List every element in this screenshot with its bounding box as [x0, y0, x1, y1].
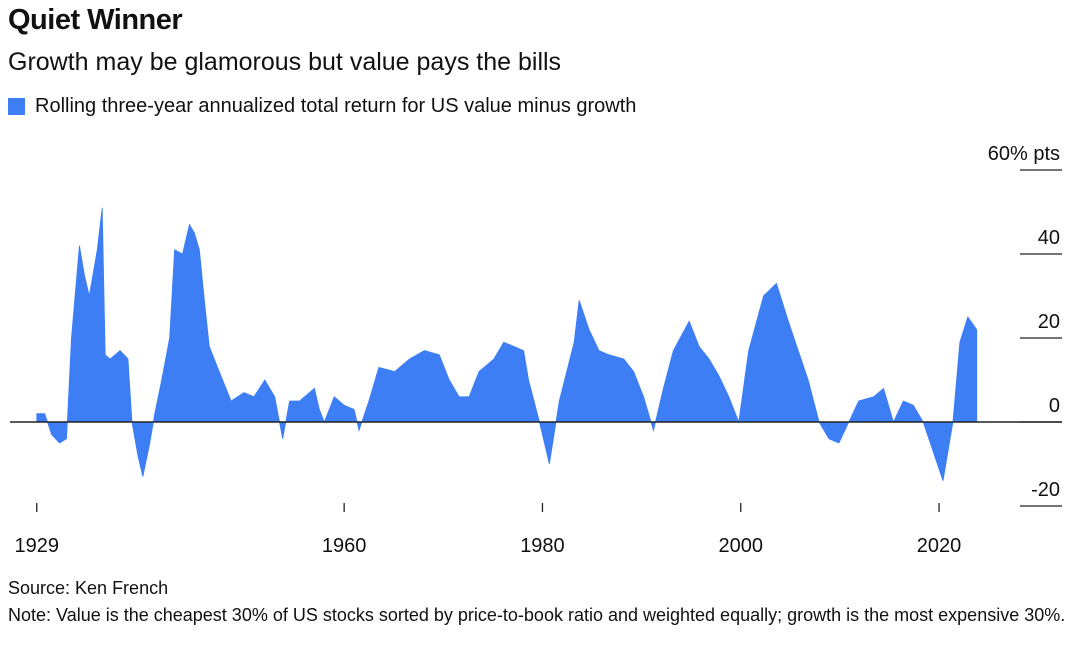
y-tick-label: 60% pts — [988, 143, 1060, 165]
chart-title: Quiet Winner — [8, 4, 183, 36]
x-tick-label: 2000 — [718, 535, 763, 557]
x-tick-label: 1980 — [520, 535, 565, 557]
y-tick-label: 40 — [1038, 227, 1060, 249]
y-tick-label: -20 — [1031, 479, 1060, 501]
source: Source: Ken French — [8, 578, 169, 598]
chart: 60% pts 40 20 0 -20 1929 1960 1980 2000 2020 — [10, 143, 1062, 557]
area — [36, 207, 978, 481]
chart-subtitle: Growth may be glamorous but value pays t… — [8, 48, 562, 76]
x-tick-label: 1960 — [322, 535, 367, 557]
legend: Rolling three-year annualized total retu… — [8, 95, 636, 118]
x-tick-label: 2020 — [917, 535, 962, 557]
y-tick-label: 20 — [1038, 311, 1060, 333]
y-tick-label: 0 — [1049, 395, 1060, 417]
legend-swatch — [8, 98, 25, 115]
legend-label: Rolling three-year annualized total retu… — [35, 95, 637, 117]
x-tick-label: 1929 — [15, 535, 60, 557]
note: Note: Value is the cheapest 30% of US st… — [8, 605, 1066, 625]
